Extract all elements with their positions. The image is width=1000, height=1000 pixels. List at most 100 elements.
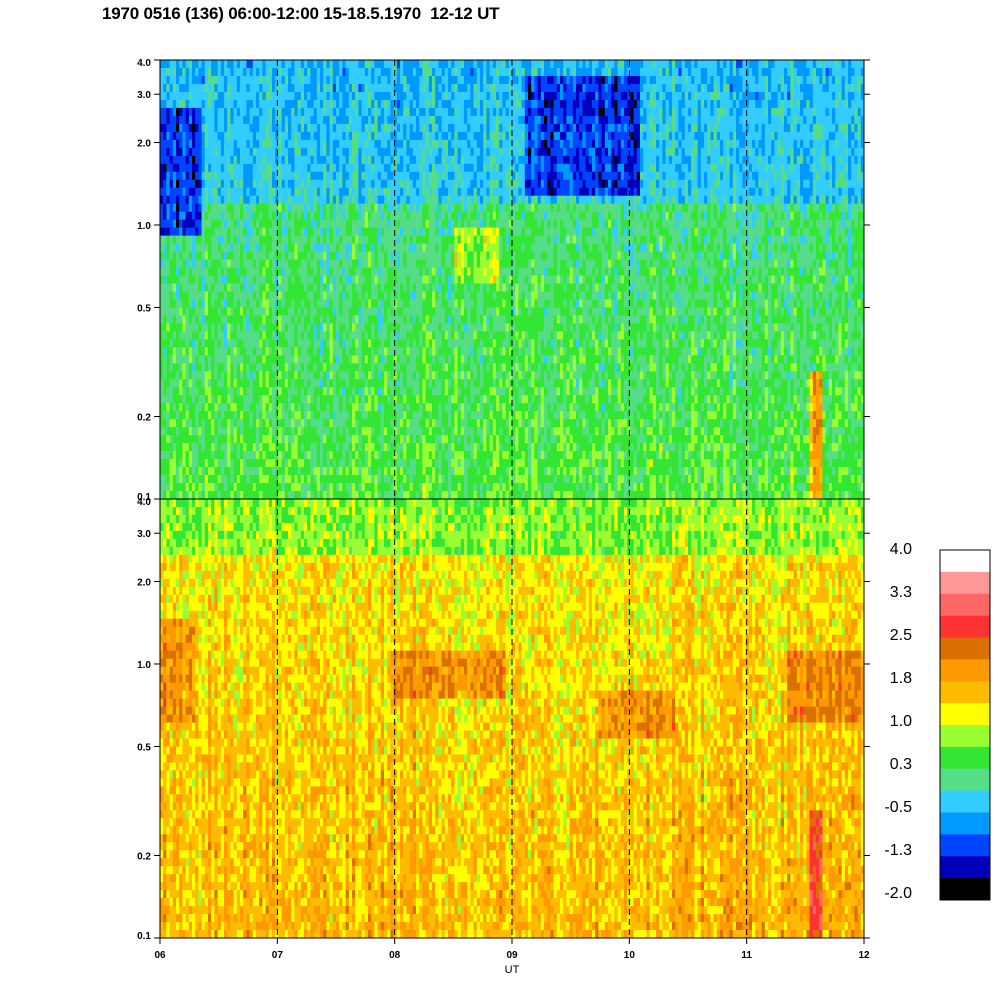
heatmap-cell — [166, 155, 170, 165]
heatmap-cell — [297, 91, 302, 101]
heatmap-cell — [368, 339, 372, 348]
heatmap-cell — [297, 163, 302, 173]
heatmap-cell — [428, 371, 433, 380]
heatmap-cell — [284, 179, 289, 189]
heatmap-cell — [204, 60, 209, 69]
heatmap-cell — [323, 267, 327, 276]
heatmap-cell — [425, 379, 430, 388]
heatmap-cell — [368, 371, 372, 380]
heatmap-cell — [246, 307, 250, 316]
heatmap-cell — [304, 283, 308, 292]
heatmap-cell — [422, 259, 426, 268]
heatmap-cell — [220, 107, 225, 117]
heatmap-cell — [403, 299, 407, 308]
heatmap-cell — [364, 67, 369, 77]
heatmap-cell — [166, 163, 170, 173]
heatmap-cell — [368, 107, 372, 117]
heatmap-cell — [224, 99, 228, 109]
heatmap-cell — [211, 355, 215, 364]
heatmap-cell — [233, 123, 238, 133]
heatmap-cell — [204, 491, 209, 499]
heatmap-cell — [236, 163, 241, 173]
heatmap-cell — [448, 307, 452, 316]
heatmap-cell — [240, 219, 244, 229]
heatmap-cell — [425, 339, 430, 348]
heatmap-cell — [185, 243, 190, 252]
heatmap-cell — [380, 235, 385, 244]
heatmap-cell — [227, 283, 231, 292]
heatmap-cell — [188, 355, 193, 364]
heatmap-cell — [448, 91, 452, 101]
heatmap-cell — [409, 179, 414, 189]
heatmap-cell — [204, 211, 209, 221]
heatmap-cell — [265, 155, 270, 165]
heatmap-cell — [329, 427, 334, 436]
heatmap-cell — [179, 459, 183, 468]
heatmap-cell — [227, 387, 231, 396]
heatmap-cell — [236, 203, 241, 213]
heatmap-cell — [432, 123, 436, 133]
heatmap-cell — [323, 131, 327, 141]
heatmap-cell — [233, 267, 238, 276]
heatmap-cell — [355, 467, 359, 476]
heatmap-cell — [432, 475, 436, 484]
heatmap-cell — [374, 219, 378, 229]
heatmap-cell — [252, 83, 257, 93]
heatmap-cell — [393, 283, 398, 292]
heatmap-cell — [179, 91, 183, 101]
heatmap-cell — [288, 259, 292, 268]
heatmap-cell — [406, 187, 410, 197]
heatmap-cell — [188, 347, 193, 356]
heatmap-cell — [201, 115, 206, 125]
heatmap-cell — [320, 435, 324, 444]
heatmap-cell — [323, 459, 327, 468]
heatmap-cell — [233, 227, 238, 236]
heatmap-cell — [291, 251, 295, 260]
heatmap-cell — [400, 187, 404, 197]
heatmap-cell — [172, 155, 177, 165]
heatmap-cell — [220, 115, 225, 125]
heatmap-cell — [358, 451, 362, 460]
heatmap-cell — [435, 107, 439, 117]
heatmap-cell — [179, 251, 183, 260]
heatmap-cell — [326, 195, 330, 205]
heatmap-cell — [192, 211, 196, 221]
heatmap-cell — [214, 307, 218, 316]
heatmap-cell — [214, 323, 218, 332]
heatmap-cell — [438, 275, 442, 284]
heatmap-cell — [182, 235, 186, 244]
heatmap-cell — [160, 435, 164, 444]
heatmap-cell — [428, 331, 433, 340]
heatmap-cell — [339, 411, 343, 420]
heatmap-cell — [435, 75, 439, 85]
heatmap-cell — [348, 451, 353, 460]
heatmap-cell — [163, 60, 167, 69]
heatmap-cell — [188, 459, 193, 468]
heatmap-cell — [262, 267, 266, 276]
heatmap-cell — [393, 75, 398, 85]
heatmap-cell — [278, 395, 282, 404]
heatmap-cell — [179, 299, 183, 308]
heatmap-cell — [236, 243, 241, 252]
heatmap-cell — [297, 379, 302, 388]
heatmap-cell — [211, 99, 215, 109]
heatmap-cell — [224, 395, 228, 404]
heatmap-cell — [400, 155, 404, 165]
heatmap-cell — [220, 211, 225, 221]
heatmap-cell — [422, 307, 426, 316]
heatmap-cell — [377, 315, 382, 324]
heatmap-cell — [403, 467, 407, 476]
heatmap-cell — [208, 291, 212, 300]
heatmap-cell — [246, 395, 250, 404]
heatmap-cell — [188, 427, 193, 436]
heatmap-cell — [300, 243, 305, 252]
heatmap-cell — [358, 299, 362, 308]
heatmap-cell — [288, 467, 292, 476]
heatmap-cell — [339, 299, 343, 308]
heatmap-cell — [441, 123, 446, 133]
heatmap-cell — [297, 251, 302, 260]
heatmap-cell — [409, 283, 414, 292]
heatmap-cell — [195, 291, 199, 300]
heatmap-cell — [284, 83, 289, 93]
heatmap-cell — [441, 131, 446, 141]
